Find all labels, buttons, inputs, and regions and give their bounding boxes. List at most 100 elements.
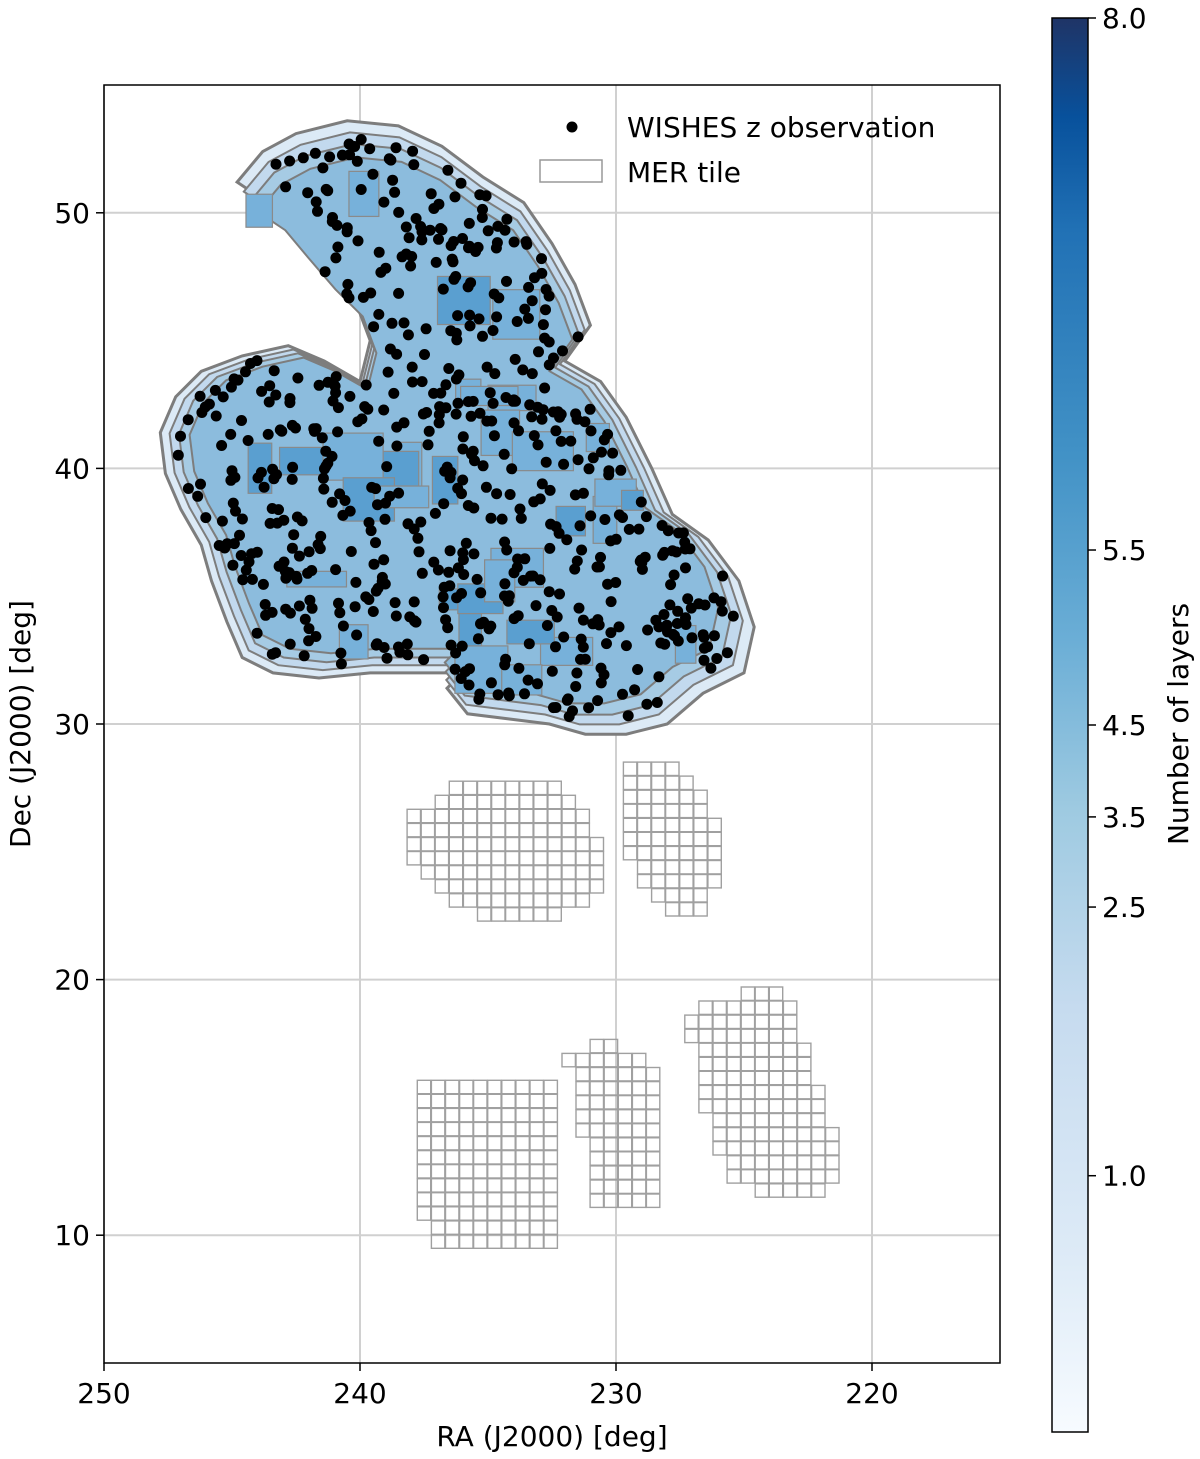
- mer-tile-74: [504, 822, 520, 838]
- observation-point-470: [264, 517, 276, 529]
- observation-point-371: [326, 216, 338, 227]
- mer-tile-407: [740, 1098, 756, 1114]
- mer-tile-8: [547, 893, 563, 908]
- observation-point-434: [312, 205, 323, 217]
- observation-point-173: [393, 287, 405, 299]
- mer-tile-133: [693, 845, 708, 861]
- observation-point-280: [457, 233, 468, 244]
- observation-point-307: [296, 515, 308, 527]
- observation-point-30: [702, 641, 714, 653]
- observation-point-303: [653, 621, 665, 633]
- mer-tile-292: [645, 1193, 661, 1209]
- observation-point-117: [195, 478, 206, 490]
- observation-point-507: [570, 681, 582, 692]
- observation-point-149: [521, 238, 533, 250]
- mer-tile-101: [476, 794, 492, 810]
- observation-point-567: [669, 630, 680, 642]
- observation-point-289: [278, 514, 290, 526]
- mer-tile-365: [754, 1168, 770, 1184]
- observation-point-264: [286, 542, 298, 554]
- mer-tile-93: [420, 808, 436, 824]
- observation-point-292: [273, 504, 284, 516]
- mer-tile-399: [740, 1112, 756, 1128]
- observation-point-485: [393, 206, 405, 218]
- observation-point-246: [266, 648, 278, 660]
- observation-point-526: [246, 573, 258, 585]
- mer-tile-167: [650, 775, 666, 791]
- observation-point-318: [536, 253, 547, 265]
- mer-tile-59: [533, 836, 548, 852]
- mer-tile-270: [430, 1107, 446, 1123]
- mer-tile-135: [664, 845, 680, 861]
- mer-tile-113: [693, 901, 708, 917]
- observation-point-67: [523, 638, 535, 650]
- observation-point-355: [515, 512, 527, 524]
- mer-tile-328: [575, 1108, 591, 1124]
- observation-point-22: [491, 311, 503, 323]
- mer-tile-51: [448, 850, 464, 866]
- observation-point-444: [553, 527, 565, 539]
- mer-tile-9: [533, 893, 548, 908]
- mer-tile-124: [650, 873, 666, 889]
- observation-point-471: [435, 387, 447, 399]
- mer-tile-304: [617, 1165, 633, 1181]
- observation-point-84: [405, 260, 417, 272]
- mer-tile-1: [533, 907, 548, 922]
- observation-point-561: [488, 288, 500, 300]
- observation-point-206: [194, 390, 206, 402]
- x-tick-label-3: 220: [845, 1377, 898, 1410]
- mer-tile-309: [617, 1151, 633, 1166]
- observation-point-513: [209, 384, 221, 396]
- observation-point-185: [465, 410, 477, 422]
- observation-point-180: [396, 251, 408, 263]
- mer-tile-249: [444, 1135, 460, 1151]
- mer-tile-340: [575, 1080, 591, 1096]
- mer-tile-453: [768, 1014, 784, 1030]
- mer-tile-344: [603, 1066, 619, 1082]
- mer-tile-7: [561, 893, 577, 908]
- mer-tile-96: [547, 794, 563, 810]
- x-tick-label-0: 250: [77, 1377, 130, 1410]
- observation-point-406: [670, 546, 682, 558]
- mer-tile-385: [824, 1126, 840, 1142]
- mer-tile-371: [782, 1154, 798, 1170]
- mer-tile-53: [420, 850, 436, 866]
- observation-point-402: [299, 613, 311, 625]
- observation-point-482: [472, 241, 484, 253]
- observation-point-244: [352, 416, 364, 428]
- mer-tile-303: [631, 1165, 647, 1181]
- mer-tile-291: [416, 1079, 432, 1095]
- mer-tile-104: [434, 794, 450, 810]
- mer-tile-361: [810, 1168, 826, 1184]
- observation-point-553: [528, 430, 540, 442]
- observation-point-325: [587, 452, 599, 464]
- observation-point-592: [367, 606, 379, 617]
- observation-point-137: [633, 523, 645, 535]
- observation-point-416: [489, 368, 501, 380]
- observation-point-228: [544, 542, 556, 554]
- mer-tile-159: [693, 789, 708, 805]
- mer-tile-151: [636, 817, 652, 833]
- mer-tile-401: [712, 1112, 728, 1128]
- mer-tile-360: [824, 1168, 840, 1184]
- observation-point-536: [487, 325, 499, 336]
- observation-point-591: [464, 309, 476, 321]
- mer-tile-423: [754, 1070, 770, 1086]
- mer-tile-421: [782, 1070, 798, 1086]
- observation-point-266: [438, 498, 450, 510]
- observation-point-565: [659, 638, 671, 650]
- mer-tile-193: [529, 1206, 545, 1221]
- observation-point-58: [345, 546, 357, 557]
- observation-point-528: [477, 203, 488, 215]
- observation-point-112: [236, 415, 247, 426]
- mer-tile-367: [726, 1168, 742, 1184]
- observation-point-8: [416, 376, 428, 388]
- observation-point-559: [213, 540, 225, 551]
- mer-tile-260: [430, 1121, 446, 1137]
- mer-tile-211: [416, 1191, 432, 1207]
- mer-tile-72: [533, 822, 548, 838]
- mer-tile-49: [476, 850, 492, 866]
- mer-tile-250: [430, 1135, 446, 1151]
- observation-point-613: [541, 620, 553, 631]
